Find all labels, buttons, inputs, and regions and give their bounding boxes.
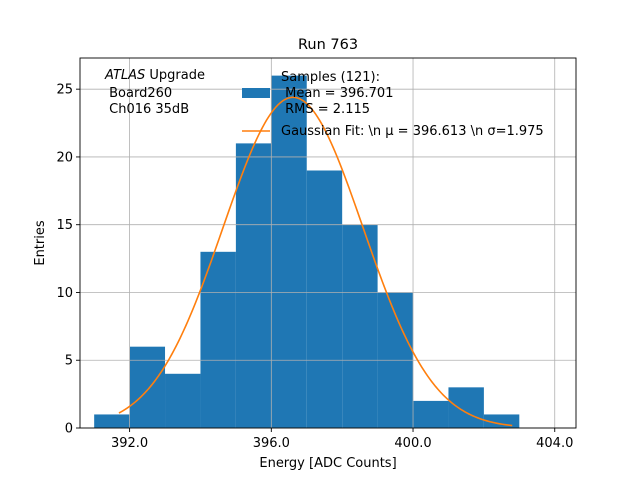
annotation-line-2: Board260	[105, 86, 172, 101]
legend: Samples (121): Mean = 396.701 RMS = 2.11…	[242, 70, 544, 139]
y-axis-ticks: 0 5 10 15 20 25	[56, 83, 80, 437]
y-tick-label: 5	[65, 354, 73, 369]
histogram-bar	[448, 387, 484, 428]
atlas-label: ATLAS	[104, 68, 145, 83]
histogram-bars	[94, 75, 520, 428]
annotation-line-3: Ch016 35dB	[105, 102, 189, 117]
x-tick-label: 404.0	[536, 436, 573, 451]
plot-frame	[79, 57, 577, 429]
chart-title: Run 763	[298, 37, 358, 53]
annotation-line-1: ATLAS Upgrade	[104, 68, 205, 83]
y-tick-label: 15	[56, 218, 73, 233]
legend-hist-line-1: Samples (121):	[281, 70, 380, 85]
legend-hist-line-3: RMS = 2.115	[281, 102, 370, 117]
y-tick-label: 0	[65, 422, 73, 437]
histogram-bar	[413, 400, 449, 428]
histogram-bar	[342, 224, 378, 428]
y-axis-label: Entries	[33, 220, 48, 266]
x-tick-label: 400.0	[394, 436, 431, 451]
legend-fit-label: Gaussian Fit: \n μ = 396.613 \n σ=1.975	[281, 124, 544, 139]
histogram-bar	[165, 373, 201, 428]
gaussian-fit-curve	[118, 96, 513, 427]
histogram-bar	[129, 346, 166, 428]
x-axis-label: Energy [ADC Counts]	[259, 456, 396, 471]
x-axis-ticks: 392.0 396.0 400.0 404.0	[111, 428, 573, 451]
atlas-annotation: ATLAS Upgrade Board260 Ch016 35dB	[104, 68, 205, 117]
y-tick-label: 20	[56, 150, 73, 165]
y-tick-label: 10	[56, 286, 73, 301]
histogram-bar	[235, 143, 272, 428]
y-tick-label: 25	[56, 83, 73, 98]
histogram-bar	[94, 414, 130, 428]
upgrade-label: Upgrade	[145, 68, 205, 83]
histogram-bar	[306, 170, 343, 428]
histogram-bar	[200, 251, 236, 428]
x-tick-label: 392.0	[111, 436, 148, 451]
histogram-bar	[271, 75, 307, 428]
legend-hist-swatch	[242, 88, 270, 98]
x-tick-label: 396.0	[253, 436, 290, 451]
legend-hist-line-2: Mean = 396.701	[281, 86, 393, 101]
